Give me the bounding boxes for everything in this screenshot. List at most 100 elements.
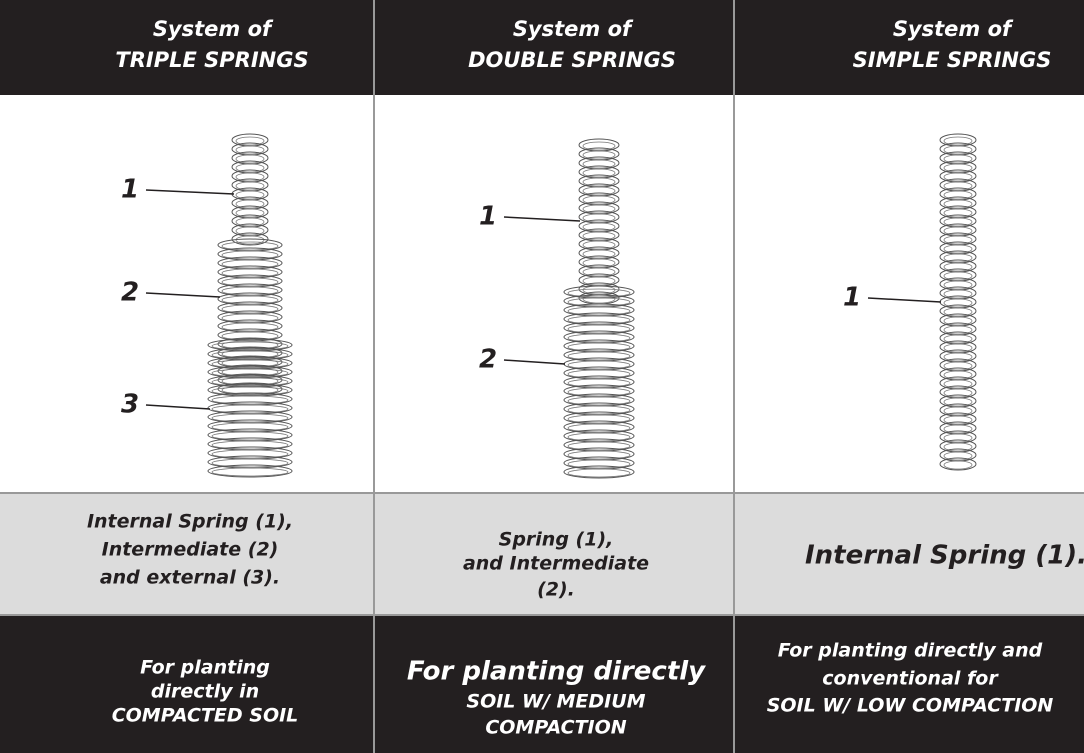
description-row <box>0 493 1084 615</box>
spring-coil <box>582 267 616 277</box>
spring-coil <box>943 397 973 407</box>
spring-coil <box>943 145 973 155</box>
spring-coil <box>231 232 269 246</box>
spring-coil <box>567 414 631 424</box>
spring-coil <box>943 298 973 308</box>
use-text: For planting <box>140 657 270 679</box>
description: Internal Spring (1). <box>805 541 1084 571</box>
callout-label: 2 <box>479 345 497 375</box>
spring-coil <box>211 350 289 360</box>
spring-coil <box>567 288 631 298</box>
spring-coil <box>211 467 289 477</box>
spring-coil <box>211 404 289 414</box>
spring-coil <box>211 413 289 423</box>
spring-coil <box>211 386 289 396</box>
spring-coil <box>567 315 631 325</box>
column-header: System of <box>153 17 274 41</box>
spring-coil <box>567 441 631 451</box>
spring-coil <box>582 249 616 259</box>
spring-coil <box>943 370 973 380</box>
column-header: DOUBLE SPRINGS <box>468 48 676 72</box>
spring-coil <box>582 186 616 196</box>
spring-coil <box>943 433 973 443</box>
use-text: conventional for <box>822 668 999 690</box>
spring-coil <box>221 277 279 287</box>
spring-coil <box>567 432 631 442</box>
spring-coil <box>567 369 631 379</box>
image-row <box>0 95 1084 493</box>
spring-coil <box>943 460 973 470</box>
spring-coil <box>943 334 973 344</box>
spring-coil <box>943 217 973 227</box>
spring-coil <box>235 154 265 164</box>
spring-coil <box>943 424 973 434</box>
spring-coil <box>207 464 293 478</box>
column-header: TRIPLE SPRINGS <box>115 48 308 72</box>
spring-coil <box>943 442 973 452</box>
callout-line <box>503 359 566 365</box>
spring-coil <box>582 258 616 268</box>
spring-coil <box>211 458 289 468</box>
spring-coil <box>582 222 616 232</box>
spring-coil <box>221 241 279 251</box>
spring-coil <box>582 204 616 214</box>
spring-coil <box>567 378 631 388</box>
spring-coil <box>943 388 973 398</box>
spring-coil <box>582 276 616 286</box>
description: Intermediate (2) <box>102 539 279 561</box>
spring-coil <box>235 217 265 227</box>
spring-coil <box>567 351 631 361</box>
callout-label: 1 <box>479 202 497 232</box>
callout-line <box>503 216 581 222</box>
spring-coil <box>211 395 289 405</box>
callout-line <box>145 292 221 298</box>
spring-coil <box>943 262 973 272</box>
column-header: System of <box>893 17 1014 41</box>
spring-coil <box>235 163 265 173</box>
spring-coil <box>221 322 279 332</box>
spring-coil <box>211 377 289 387</box>
spring-coil <box>582 213 616 223</box>
spring-coil <box>943 352 973 362</box>
spring-coil <box>943 253 973 263</box>
spring-coil <box>211 359 289 369</box>
spring-coil <box>221 313 279 323</box>
spring-coil <box>235 226 265 236</box>
use-text: SOIL W/ MEDIUM <box>466 691 645 713</box>
use-text: COMPACTED SOIL <box>112 705 299 727</box>
spring-coil <box>567 342 631 352</box>
spring-coil <box>567 360 631 370</box>
spring-coil <box>943 379 973 389</box>
spring-coil <box>943 136 973 146</box>
spring-coil <box>943 451 973 461</box>
spring-coil <box>235 145 265 155</box>
spring-coil <box>567 387 631 397</box>
spring-coil <box>567 450 631 460</box>
spring-coil <box>211 431 289 441</box>
callout-label: 3 <box>121 390 139 420</box>
spring-coil <box>582 168 616 178</box>
description: Internal Spring (1), <box>87 511 293 533</box>
spring-coil <box>221 250 279 260</box>
spring-coil <box>567 405 631 415</box>
spring-coil <box>221 259 279 269</box>
description: and external (3). <box>100 567 280 589</box>
spring-coil <box>567 306 631 316</box>
spring-coil <box>943 154 973 164</box>
column-header: SIMPLE SPRINGS <box>853 48 1052 72</box>
use-text: SOIL W/ LOW COMPACTION <box>767 695 1054 717</box>
spring-coil <box>943 289 973 299</box>
header-row <box>0 0 1084 95</box>
spring-coil <box>235 208 265 218</box>
callout-label: 1 <box>843 283 861 313</box>
callout-line <box>867 297 942 303</box>
spring-coil <box>221 295 279 305</box>
spring-coil <box>943 415 973 425</box>
description: Spring (1), <box>499 529 614 551</box>
spring-coil <box>235 181 265 191</box>
spring-coil <box>567 324 631 334</box>
spring-coil <box>221 304 279 314</box>
spring-coil <box>943 208 973 218</box>
spring-coil <box>943 316 973 326</box>
spring-coil <box>211 368 289 378</box>
